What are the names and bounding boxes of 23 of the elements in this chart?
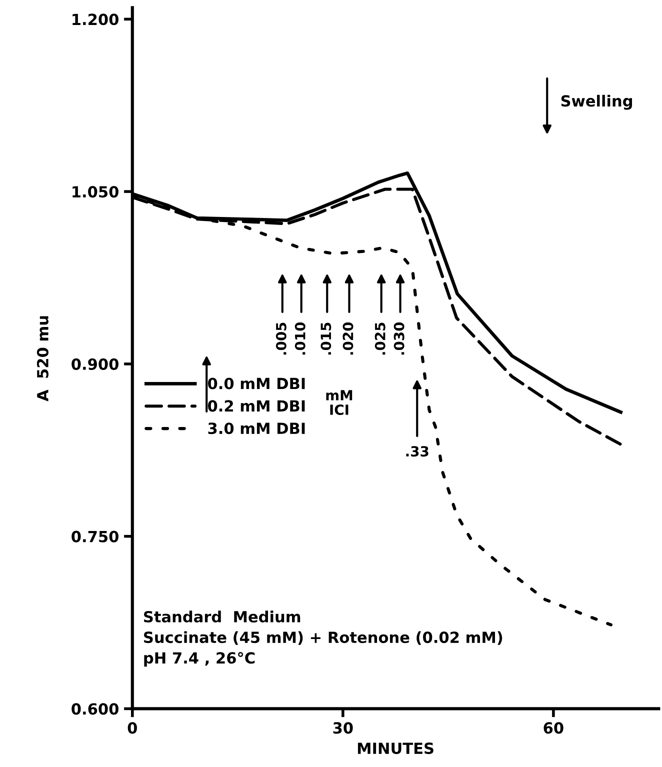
y-tick-label: 1.200 [72, 14, 118, 26]
x-tick-label: 0 [128, 722, 137, 734]
y-tick-label: 0.750 [72, 530, 118, 542]
annotation: Standard Medium Succinate (45 mM) + Rotenone (0.02 mM) pH 7.4 , 26°C [144, 610, 502, 667]
legend-label: 3.0 mM DBI [208, 422, 305, 434]
annotation: .030 [394, 322, 404, 355]
annotation: .025 [374, 322, 386, 355]
x-tick-label: 30 [333, 722, 353, 734]
annotation: mM ICI [326, 390, 352, 415]
annotation: .33 [406, 446, 428, 457]
y-tick-label: 0.600 [72, 703, 118, 715]
legend-label: 0.2 mM DBI [208, 400, 305, 412]
annotation: .015 [320, 322, 332, 355]
y-tick-label: 0.900 [72, 358, 118, 370]
annotation: .010 [294, 322, 306, 355]
annotation: Swelling [561, 94, 632, 110]
x-tick-label: 60 [544, 722, 564, 734]
y-axis-title: A 520 mu [36, 316, 48, 402]
y-tick-label: 1.050 [72, 186, 118, 198]
legend-label: 0.0 mM DBI [208, 378, 305, 390]
annotation: .020 [342, 322, 354, 355]
annotation: .005 [276, 322, 286, 355]
x-axis-title: MINUTES [358, 742, 434, 754]
